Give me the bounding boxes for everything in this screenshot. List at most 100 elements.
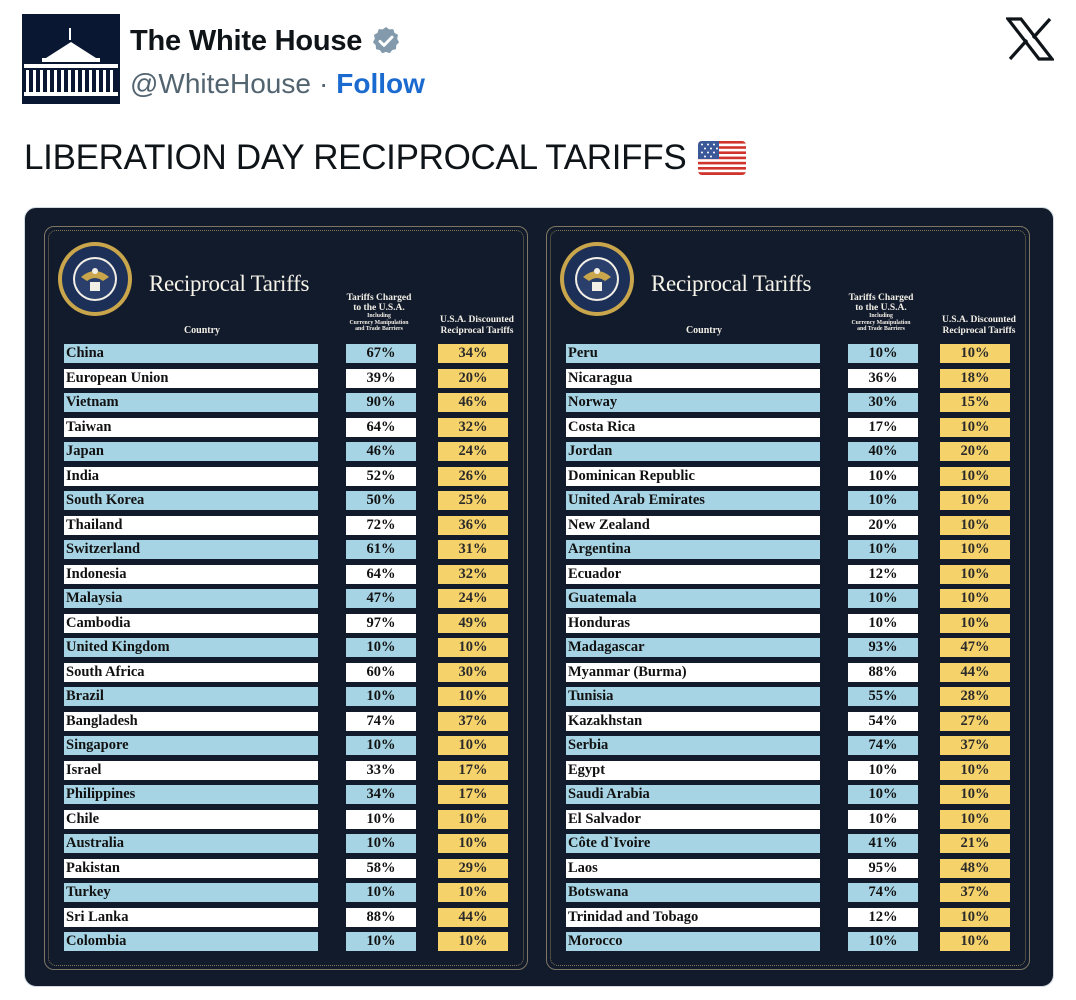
discount-cell: 24% — [438, 589, 508, 608]
discount-cell: 47% — [940, 638, 1010, 657]
charged-line-2: to the U.S.A. — [353, 303, 405, 313]
charged-cell: 10% — [346, 834, 416, 853]
charged-cell: 54% — [848, 711, 918, 731]
charged-cell: 10% — [848, 785, 918, 804]
discount-cell: 49% — [438, 613, 508, 633]
table-row: South Korea 50% 25% — [64, 491, 524, 516]
discount-cell: 10% — [438, 736, 508, 755]
charged-cell: 12% — [848, 564, 918, 584]
discount-cell: 10% — [438, 834, 508, 853]
table-row: Kazakhstan 54% 27% — [566, 711, 1026, 737]
country-cell: Argentina — [566, 540, 820, 559]
charged-cell: 10% — [848, 344, 918, 363]
charged-cell: 93% — [848, 638, 918, 657]
table-row: United Kingdom 10% 10% — [64, 638, 524, 663]
panel-title: Reciprocal Tariffs — [651, 271, 812, 296]
author-name[interactable]: The White House — [130, 24, 363, 57]
tweet-image[interactable]: Reciprocal Tariffs Country Tariffs Charg… — [24, 207, 1054, 987]
table-row: Saudi Arabia 10% 10% — [566, 785, 1026, 810]
separator-dot: · — [318, 68, 329, 99]
table-row: Egypt 10% 10% — [566, 760, 1026, 786]
country-cell: Jordan — [566, 442, 820, 461]
country-cell: Honduras — [566, 613, 820, 633]
discount-cell: 37% — [940, 883, 1010, 902]
column-header-discount: U.S.A. Discounted Reciprocal Tariffs — [929, 315, 1029, 337]
table-row: Jordan 40% 20% — [566, 442, 1026, 467]
discount-cell: 20% — [940, 442, 1010, 461]
discount-cell: 10% — [940, 344, 1010, 363]
discount-cell: 10% — [940, 613, 1010, 633]
country-cell: Côte d`Ivoire — [566, 834, 820, 853]
charged-cell: 39% — [346, 368, 416, 388]
table-row: Chile 10% 10% — [64, 809, 524, 835]
country-cell: United Kingdom — [64, 638, 318, 657]
table-row: Cambodia 97% 49% — [64, 613, 524, 639]
charged-sub-3: and Trade Barriers — [857, 326, 905, 332]
country-cell: Serbia — [566, 736, 820, 755]
tariff-rows-left: China 67% 34% European Union 39% 20% Vietnam 90… — [64, 344, 524, 957]
charged-cell: 10% — [346, 736, 416, 755]
table-row: Switzerland 61% 31% — [64, 540, 524, 565]
author-avatar[interactable] — [22, 14, 120, 104]
charged-cell: 74% — [346, 711, 416, 731]
discount-cell: 10% — [940, 417, 1010, 437]
country-cell: China — [64, 344, 318, 363]
table-row: Taiwan 64% 32% — [64, 417, 524, 443]
discount-cell: 10% — [940, 515, 1010, 535]
country-cell: Madagascar — [566, 638, 820, 657]
table-row: Australia 10% 10% — [64, 834, 524, 859]
country-cell: Botswana — [566, 883, 820, 902]
country-cell: Cambodia — [64, 613, 318, 633]
country-cell: Singapore — [64, 736, 318, 755]
discount-cell: 36% — [438, 515, 508, 535]
table-row: Turkey 10% 10% — [64, 883, 524, 908]
country-cell: Saudi Arabia — [566, 785, 820, 804]
charged-cell: 33% — [346, 760, 416, 780]
country-cell: Malaysia — [64, 589, 318, 608]
country-cell: Costa Rica — [566, 417, 820, 437]
author-handle[interactable]: @WhiteHouse — [130, 68, 311, 99]
table-row: Argentina 10% 10% — [566, 540, 1026, 565]
follow-button[interactable]: Follow — [336, 68, 425, 99]
us-flag-icon — [698, 141, 747, 175]
table-row: Ecuador 12% 10% — [566, 564, 1026, 590]
discount-cell: 10% — [940, 589, 1010, 608]
table-row: Honduras 10% 10% — [566, 613, 1026, 639]
x-logo-icon[interactable] — [1006, 17, 1054, 61]
charged-cell: 10% — [848, 540, 918, 559]
table-row: Singapore 10% 10% — [64, 736, 524, 761]
discount-cell: 10% — [940, 466, 1010, 486]
discount-cell: 26% — [438, 466, 508, 486]
table-row: South Africa 60% 30% — [64, 662, 524, 688]
discount-cell: 10% — [940, 785, 1010, 804]
table-row: India 52% 26% — [64, 466, 524, 492]
table-row: Myanmar (Burma) 88% 44% — [566, 662, 1026, 688]
country-cell: Switzerland — [64, 540, 318, 559]
charged-sub-1: Including — [869, 313, 893, 319]
charged-sub-1: Including — [367, 313, 391, 319]
charged-line-1: Tariffs Charged — [848, 293, 914, 303]
discount-cell: 10% — [940, 564, 1010, 584]
charged-cell: 10% — [346, 687, 416, 706]
discount-cell: 15% — [940, 393, 1010, 412]
author-name-row: The White House — [130, 24, 425, 58]
tariff-panel-left: Reciprocal Tariffs Country Tariffs Charg… — [44, 226, 528, 970]
charged-cell: 97% — [346, 613, 416, 633]
country-cell: El Salvador — [566, 809, 820, 829]
country-cell: Ecuador — [566, 564, 820, 584]
discount-cell: 10% — [438, 687, 508, 706]
discount-cell: 29% — [438, 858, 508, 878]
column-header-country: Country — [685, 325, 723, 336]
white-house-logo-icon — [22, 14, 120, 104]
charged-sub-2: Currency Manipulation — [349, 319, 409, 326]
country-cell: Dominican Republic — [566, 466, 820, 486]
discount-line-1: U.S.A. Discounted — [440, 315, 514, 325]
discount-cell: 24% — [438, 442, 508, 461]
charged-cell: 10% — [346, 883, 416, 902]
table-row: Malaysia 47% 24% — [64, 589, 524, 614]
charged-cell: 30% — [848, 393, 918, 412]
charged-cell: 74% — [848, 736, 918, 755]
charged-cell: 10% — [848, 932, 918, 951]
table-row: European Union 39% 20% — [64, 368, 524, 394]
table-row: Pakistan 58% 29% — [64, 858, 524, 884]
